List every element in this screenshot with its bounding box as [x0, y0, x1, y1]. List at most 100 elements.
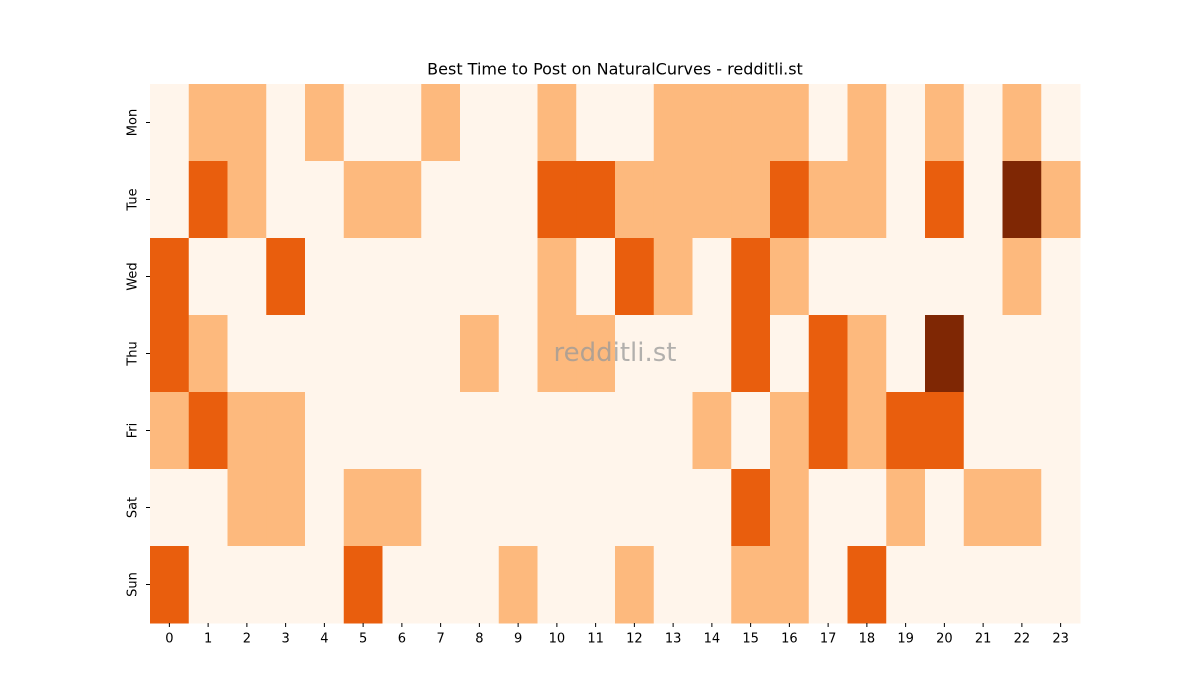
- heat-cell: [421, 161, 461, 239]
- heat-cell: [498, 161, 538, 239]
- heat-cell: [731, 161, 771, 239]
- heat-cell: [266, 392, 306, 470]
- x-tick-label: 0: [165, 632, 173, 647]
- heat-cell: [460, 469, 500, 547]
- x-tick-label: 4: [320, 632, 328, 647]
- heat-cell: [382, 546, 422, 624]
- heat-cell: [1041, 161, 1081, 239]
- heat-cell: [227, 84, 267, 162]
- heat-cell: [925, 84, 965, 162]
- heat-cell: [576, 238, 616, 316]
- heat-cell: [266, 546, 306, 624]
- heat-cell: [537, 238, 577, 316]
- x-tick-label: 12: [626, 632, 643, 647]
- y-tick-label: Wed: [126, 262, 141, 290]
- heat-cell: [537, 315, 577, 393]
- heat-cell: [886, 315, 926, 393]
- x-tick-label: 16: [781, 632, 798, 647]
- heat-cell: [305, 315, 345, 393]
- heat-cell: [770, 315, 810, 393]
- heat-cell: [576, 84, 616, 162]
- heat-cell: [886, 84, 926, 162]
- heat-cell: [847, 546, 887, 624]
- heat-cell: [537, 392, 577, 470]
- heat-cell: [963, 392, 1003, 470]
- x-tick-label: 7: [436, 632, 444, 647]
- heat-cell: [1041, 84, 1081, 162]
- heat-cell: [847, 315, 887, 393]
- heat-cell: [1002, 161, 1042, 239]
- heat-cell: [731, 546, 771, 624]
- x-tick-label: 9: [514, 632, 522, 647]
- heat-cell: [421, 238, 461, 316]
- x-tick-label: 17: [820, 632, 837, 647]
- heat-cell: [382, 238, 422, 316]
- heat-cell: [382, 392, 422, 470]
- heat-cell: [963, 84, 1003, 162]
- x-tick-label: 8: [475, 632, 483, 647]
- heat-cell: [770, 238, 810, 316]
- x-tick-label: 21: [975, 632, 992, 647]
- heat-cell: [692, 161, 732, 239]
- heat-cell: [653, 315, 693, 393]
- heat-cell: [653, 469, 693, 547]
- heat-cell: [266, 161, 306, 239]
- heat-cell: [227, 161, 267, 239]
- heat-cell: [460, 315, 500, 393]
- heat-cell: [460, 161, 500, 239]
- heat-cell: [731, 238, 771, 316]
- heat-cell: [305, 161, 345, 239]
- x-tick-label: 3: [281, 632, 289, 647]
- heat-cell: [653, 392, 693, 470]
- heat-cell: [188, 392, 228, 470]
- heat-cell: [1002, 546, 1042, 624]
- x-tick-label: 11: [587, 632, 604, 647]
- heat-cell: [886, 161, 926, 239]
- heat-cell: [460, 84, 500, 162]
- heat-cell: [615, 238, 655, 316]
- heat-cell: [382, 469, 422, 547]
- heat-cell: [498, 315, 538, 393]
- y-tick-label: Thu: [126, 341, 141, 366]
- heat-cell: [498, 238, 538, 316]
- heat-cell: [537, 469, 577, 547]
- heat-cell: [925, 392, 965, 470]
- heat-cell: [692, 392, 732, 470]
- x-tick-label: 10: [549, 632, 566, 647]
- heat-cell: [343, 161, 383, 239]
- heat-cell: [576, 546, 616, 624]
- x-tick-label: 6: [398, 632, 406, 647]
- heat-cell: [1002, 84, 1042, 162]
- heat-cell: [1041, 392, 1081, 470]
- heat-cell: [615, 546, 655, 624]
- heat-cell: [692, 315, 732, 393]
- heat-cell: [150, 315, 190, 393]
- heat-cell: [188, 315, 228, 393]
- heat-cell: [305, 546, 345, 624]
- heat-cell: [421, 315, 461, 393]
- heat-cell: [576, 315, 616, 393]
- heat-cell: [343, 392, 383, 470]
- heat-cell: [770, 392, 810, 470]
- heat-cell: [150, 392, 190, 470]
- heat-cell: [847, 469, 887, 547]
- heat-cell: [963, 546, 1003, 624]
- heat-cell: [188, 469, 228, 547]
- heat-cell: [770, 161, 810, 239]
- heat-cell: [1002, 315, 1042, 393]
- heat-cell: [653, 546, 693, 624]
- heat-cell: [576, 469, 616, 547]
- heat-cell: [692, 546, 732, 624]
- x-tick-label: 15: [742, 632, 759, 647]
- x-tick-label: 19: [897, 632, 914, 647]
- heat-cell: [498, 469, 538, 547]
- heat-cell: [653, 238, 693, 316]
- heat-cell: [150, 238, 190, 316]
- heat-cell: [227, 469, 267, 547]
- heat-cell: [925, 161, 965, 239]
- heat-cell: [460, 392, 500, 470]
- heat-cell: [808, 469, 848, 547]
- heat-cell: [615, 469, 655, 547]
- heat-cell: [537, 161, 577, 239]
